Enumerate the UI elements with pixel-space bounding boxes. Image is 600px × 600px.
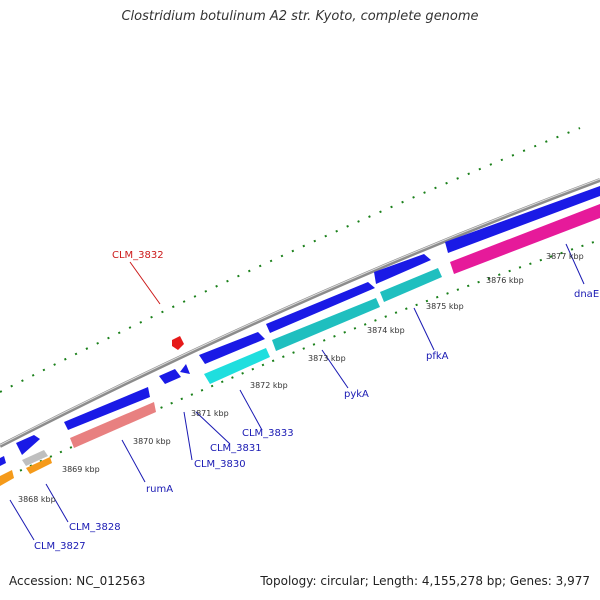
genome-backbone-highlight bbox=[0, 178, 600, 446]
gene-reverse-grey[interactable] bbox=[22, 450, 48, 466]
gene-labels: CLM_3827 CLM_3828 rumA CLM_3830 CLM_3831… bbox=[34, 250, 599, 552]
gene-forward-6[interactable] bbox=[199, 332, 265, 364]
gene-label[interactable]: CLM_3831 bbox=[210, 443, 262, 454]
forward-genes bbox=[0, 186, 600, 466]
gene-forward-4[interactable] bbox=[159, 369, 181, 384]
leader-pfkA bbox=[413, 307, 435, 351]
gene-forward-2[interactable] bbox=[16, 435, 40, 455]
leader-dnaE bbox=[565, 243, 585, 285]
leader-CLM_3832 bbox=[129, 261, 161, 305]
tick-label: 3877 kbp bbox=[546, 252, 584, 261]
tick-label: 3869 kbp bbox=[62, 465, 100, 474]
gene-red-marker[interactable] bbox=[172, 336, 184, 350]
tick-label: 3870 kbp bbox=[133, 437, 171, 446]
genome-summary-text: Topology: circular; Length: 4,155,278 bp… bbox=[260, 574, 590, 588]
gene-reverse-cyan[interactable] bbox=[204, 348, 270, 384]
gene-label[interactable]: CLM_3832 bbox=[112, 250, 164, 261]
gene-forward-8[interactable] bbox=[374, 254, 431, 284]
gene-label[interactable]: CLM_3827 bbox=[34, 541, 86, 552]
gene-reverse-orange-2[interactable] bbox=[26, 457, 52, 474]
tick-label: 3873 kbp bbox=[308, 354, 346, 363]
gene-label[interactable]: pykA bbox=[344, 389, 369, 400]
tick-label: 3876 kbp bbox=[486, 276, 524, 285]
gene-label[interactable]: pfkA bbox=[426, 351, 449, 362]
leader-lines bbox=[9, 243, 585, 541]
gene-forward-1[interactable] bbox=[0, 456, 6, 466]
gene-label[interactable]: CLM_3830 bbox=[194, 459, 246, 470]
genome-backbone bbox=[0, 178, 600, 448]
gene-label[interactable]: dnaE bbox=[574, 289, 599, 300]
gene-reverse-teal-1[interactable] bbox=[272, 298, 380, 351]
kbp-labels: 3868 kbp 3869 kbp 3870 kbp 3871 kbp 3872… bbox=[18, 252, 584, 504]
tick-label: 3868 kbp bbox=[18, 495, 56, 504]
leader-CLM_3827 bbox=[9, 499, 35, 541]
leader-CLM_3830 bbox=[183, 411, 193, 461]
gene-label[interactable]: rumA bbox=[146, 484, 173, 495]
leader-pykA bbox=[321, 349, 349, 389]
leader-CLM_3831 bbox=[195, 411, 231, 445]
gene-forward-9[interactable] bbox=[445, 186, 600, 253]
tick-label: 3874 kbp bbox=[367, 326, 405, 335]
gene-reverse-salmon[interactable] bbox=[70, 402, 156, 448]
outer-dotted-track bbox=[0, 127, 581, 393]
leader-CLM_3833 bbox=[239, 389, 263, 431]
gene-forward-7[interactable] bbox=[266, 282, 375, 333]
gene-label[interactable]: CLM_3833 bbox=[242, 428, 294, 439]
leader-rumA bbox=[121, 439, 146, 483]
tick-label: 3875 kbp bbox=[426, 302, 464, 311]
accession-text: Accession: NC_012563 bbox=[9, 574, 146, 588]
gene-reverse-orange-1[interactable] bbox=[0, 470, 14, 486]
gene-label[interactable]: CLM_3828 bbox=[69, 522, 121, 533]
reverse-genes bbox=[0, 204, 600, 486]
gene-forward-5[interactable] bbox=[180, 364, 190, 374]
leader-CLM_3828 bbox=[45, 483, 69, 523]
tick-label: 3872 kbp bbox=[250, 381, 288, 390]
gene-reverse-teal-2[interactable] bbox=[380, 268, 442, 302]
gene-forward-3[interactable] bbox=[64, 387, 150, 430]
gene-reverse-magenta[interactable] bbox=[450, 204, 600, 274]
map-title: Clostridium botulinum A2 str. Kyoto, com… bbox=[121, 9, 479, 24]
tick-label: 3871 kbp bbox=[191, 409, 229, 418]
